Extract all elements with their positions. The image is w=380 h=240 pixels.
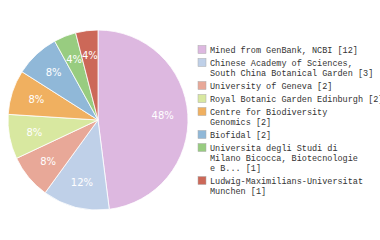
legend-label: Chinese Academy of Sciences,South China … xyxy=(210,59,373,79)
data-labels: 48% 12% 8% 8% 8% 8% 4%4% xyxy=(26,50,173,188)
chart: 48% 12% 8% 8% 8% 8% 4%4% Mined from GenBank, NC… xyxy=(0,0,380,240)
pie-slice xyxy=(76,30,98,120)
pie-slice xyxy=(98,30,188,209)
legend-label-line: Milano Bicocca, Biotecnologie xyxy=(210,154,358,164)
legend-label-line: Royal Botanic Garden Edinburgh [2] xyxy=(210,95,380,105)
legend-label-line: Chinese Academy of Sciences, xyxy=(210,59,353,69)
legend-label: Centre for BiodiversityGenomics [2] xyxy=(210,108,327,128)
legend-label-line: Centre for Biodiversity xyxy=(210,108,327,118)
legend-label: Biofidal [2] xyxy=(210,131,271,141)
legend-swatch xyxy=(198,131,206,139)
legend-label: Mined from GenBank, NCBI [12] xyxy=(210,46,358,56)
pie xyxy=(8,30,188,210)
data-label: 8% xyxy=(28,94,44,105)
legend-label: Ludwig-Maximilians-UniversitatMunchen [1… xyxy=(210,177,363,197)
data-label: 4% xyxy=(82,50,98,61)
legend-swatch xyxy=(198,59,206,67)
legend-swatch xyxy=(198,46,206,54)
legend-label-line: Biofidal [2] xyxy=(210,131,271,141)
legend-swatch xyxy=(198,82,206,90)
chart-container: 48% 12% 8% 8% 8% 8% 4%4% Mined from GenBank, NC… xyxy=(0,0,380,240)
legend-swatch xyxy=(198,95,206,103)
legend-label-line: Genomics [2] xyxy=(210,118,271,128)
pie-slice xyxy=(8,114,98,158)
legend-label-line: Universita degli Studi di xyxy=(210,144,338,154)
legend: Mined from GenBank, NCBI [12] Chinese Aca… xyxy=(198,46,380,197)
data-label: 4% xyxy=(66,54,82,65)
legend-swatch xyxy=(198,177,206,185)
legend-label: Royal Botanic Garden Edinburgh [2] xyxy=(210,95,380,105)
legend-label-line: Mined from GenBank, NCBI [12] xyxy=(210,46,358,56)
legend-label-line: Ludwig-Maximilians-Universitat xyxy=(210,177,363,187)
legend-label: University of Geneva [2] xyxy=(210,82,332,92)
legend-label: Universita degli Studi diMilano Bicocca,… xyxy=(210,144,358,174)
legend-swatch xyxy=(198,108,206,116)
data-label: 8% xyxy=(40,156,56,167)
data-label: 8% xyxy=(46,67,62,78)
legend-label-line: South China Botanical Garden [3] xyxy=(210,69,373,79)
legend-label-line: e B... [1] xyxy=(210,164,261,174)
data-label: 8% xyxy=(26,127,42,138)
legend-label-line: Munchen [1] xyxy=(210,187,266,197)
legend-label-line: University of Geneva [2] xyxy=(210,82,332,92)
data-label: 48% xyxy=(152,110,174,121)
legend-swatch xyxy=(198,144,206,152)
data-label: 12% xyxy=(71,177,93,188)
